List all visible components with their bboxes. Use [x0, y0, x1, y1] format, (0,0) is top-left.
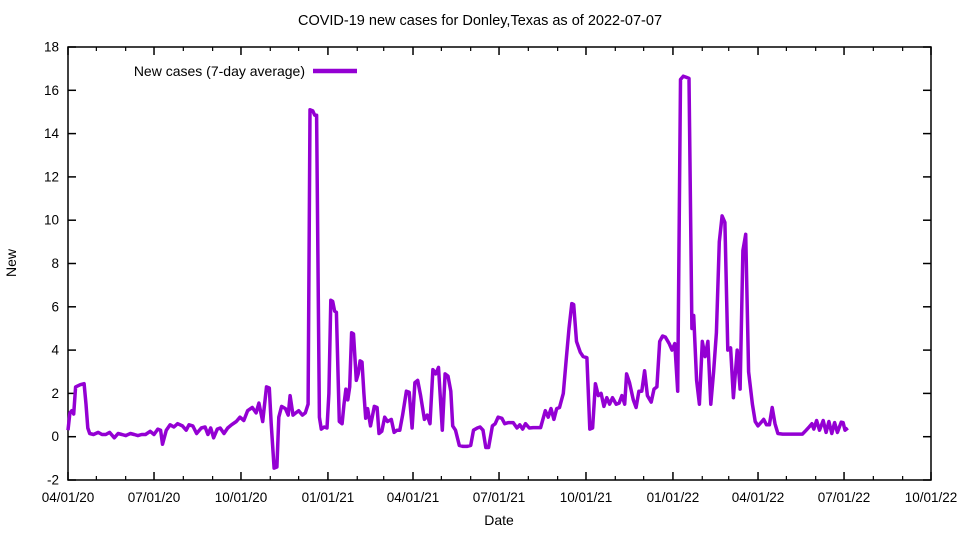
y-tick-label: -2	[47, 473, 59, 488]
plot-border	[67, 46, 932, 481]
legend-label: New cases (7-day average)	[134, 63, 305, 79]
y-tick-label: 16	[44, 83, 59, 98]
y-tick-label: 14	[44, 126, 60, 141]
x-tick-label: 01/01/22	[647, 490, 700, 505]
series-line-new-cases	[66, 74, 849, 470]
y-tick-label: 12	[44, 169, 59, 184]
x-tick-label: 04/01/21	[387, 490, 440, 505]
y-tick-label: 10	[44, 213, 59, 228]
y-axis-label: New	[3, 248, 19, 277]
x-tick-label: 10/01/20	[215, 490, 268, 505]
chart-title: COVID-19 new cases for Donley,Texas as o…	[297, 13, 663, 29]
x-tick-label: 10/01/22	[905, 490, 958, 505]
y-tick-label: 8	[51, 256, 59, 271]
y-tick-label: 0	[51, 429, 59, 444]
axes: -2 0 2 4 6 8 10 12 14 16 18 04/01/20 07/01/20 10/01/2…	[42, 40, 958, 506]
y-tick-label: 2	[51, 386, 59, 401]
x-tick-label: 07/01/22	[818, 490, 871, 505]
x-tick-label: 01/01/21	[302, 490, 355, 505]
x-tick-label: 04/01/20	[42, 490, 95, 505]
y-tick-label: 4	[51, 343, 59, 358]
y-tick-label: 18	[44, 40, 59, 55]
x-tick-label: 04/01/22	[732, 490, 785, 505]
x-tick-label: 07/01/21	[473, 490, 526, 505]
x-tick-label: 10/01/21	[560, 490, 613, 505]
legend: New cases (7-day average)	[134, 63, 357, 79]
x-tick-label: 07/01/20	[128, 490, 181, 505]
x-axis-label: Date	[484, 512, 514, 528]
y-tick-label: 6	[51, 299, 59, 314]
